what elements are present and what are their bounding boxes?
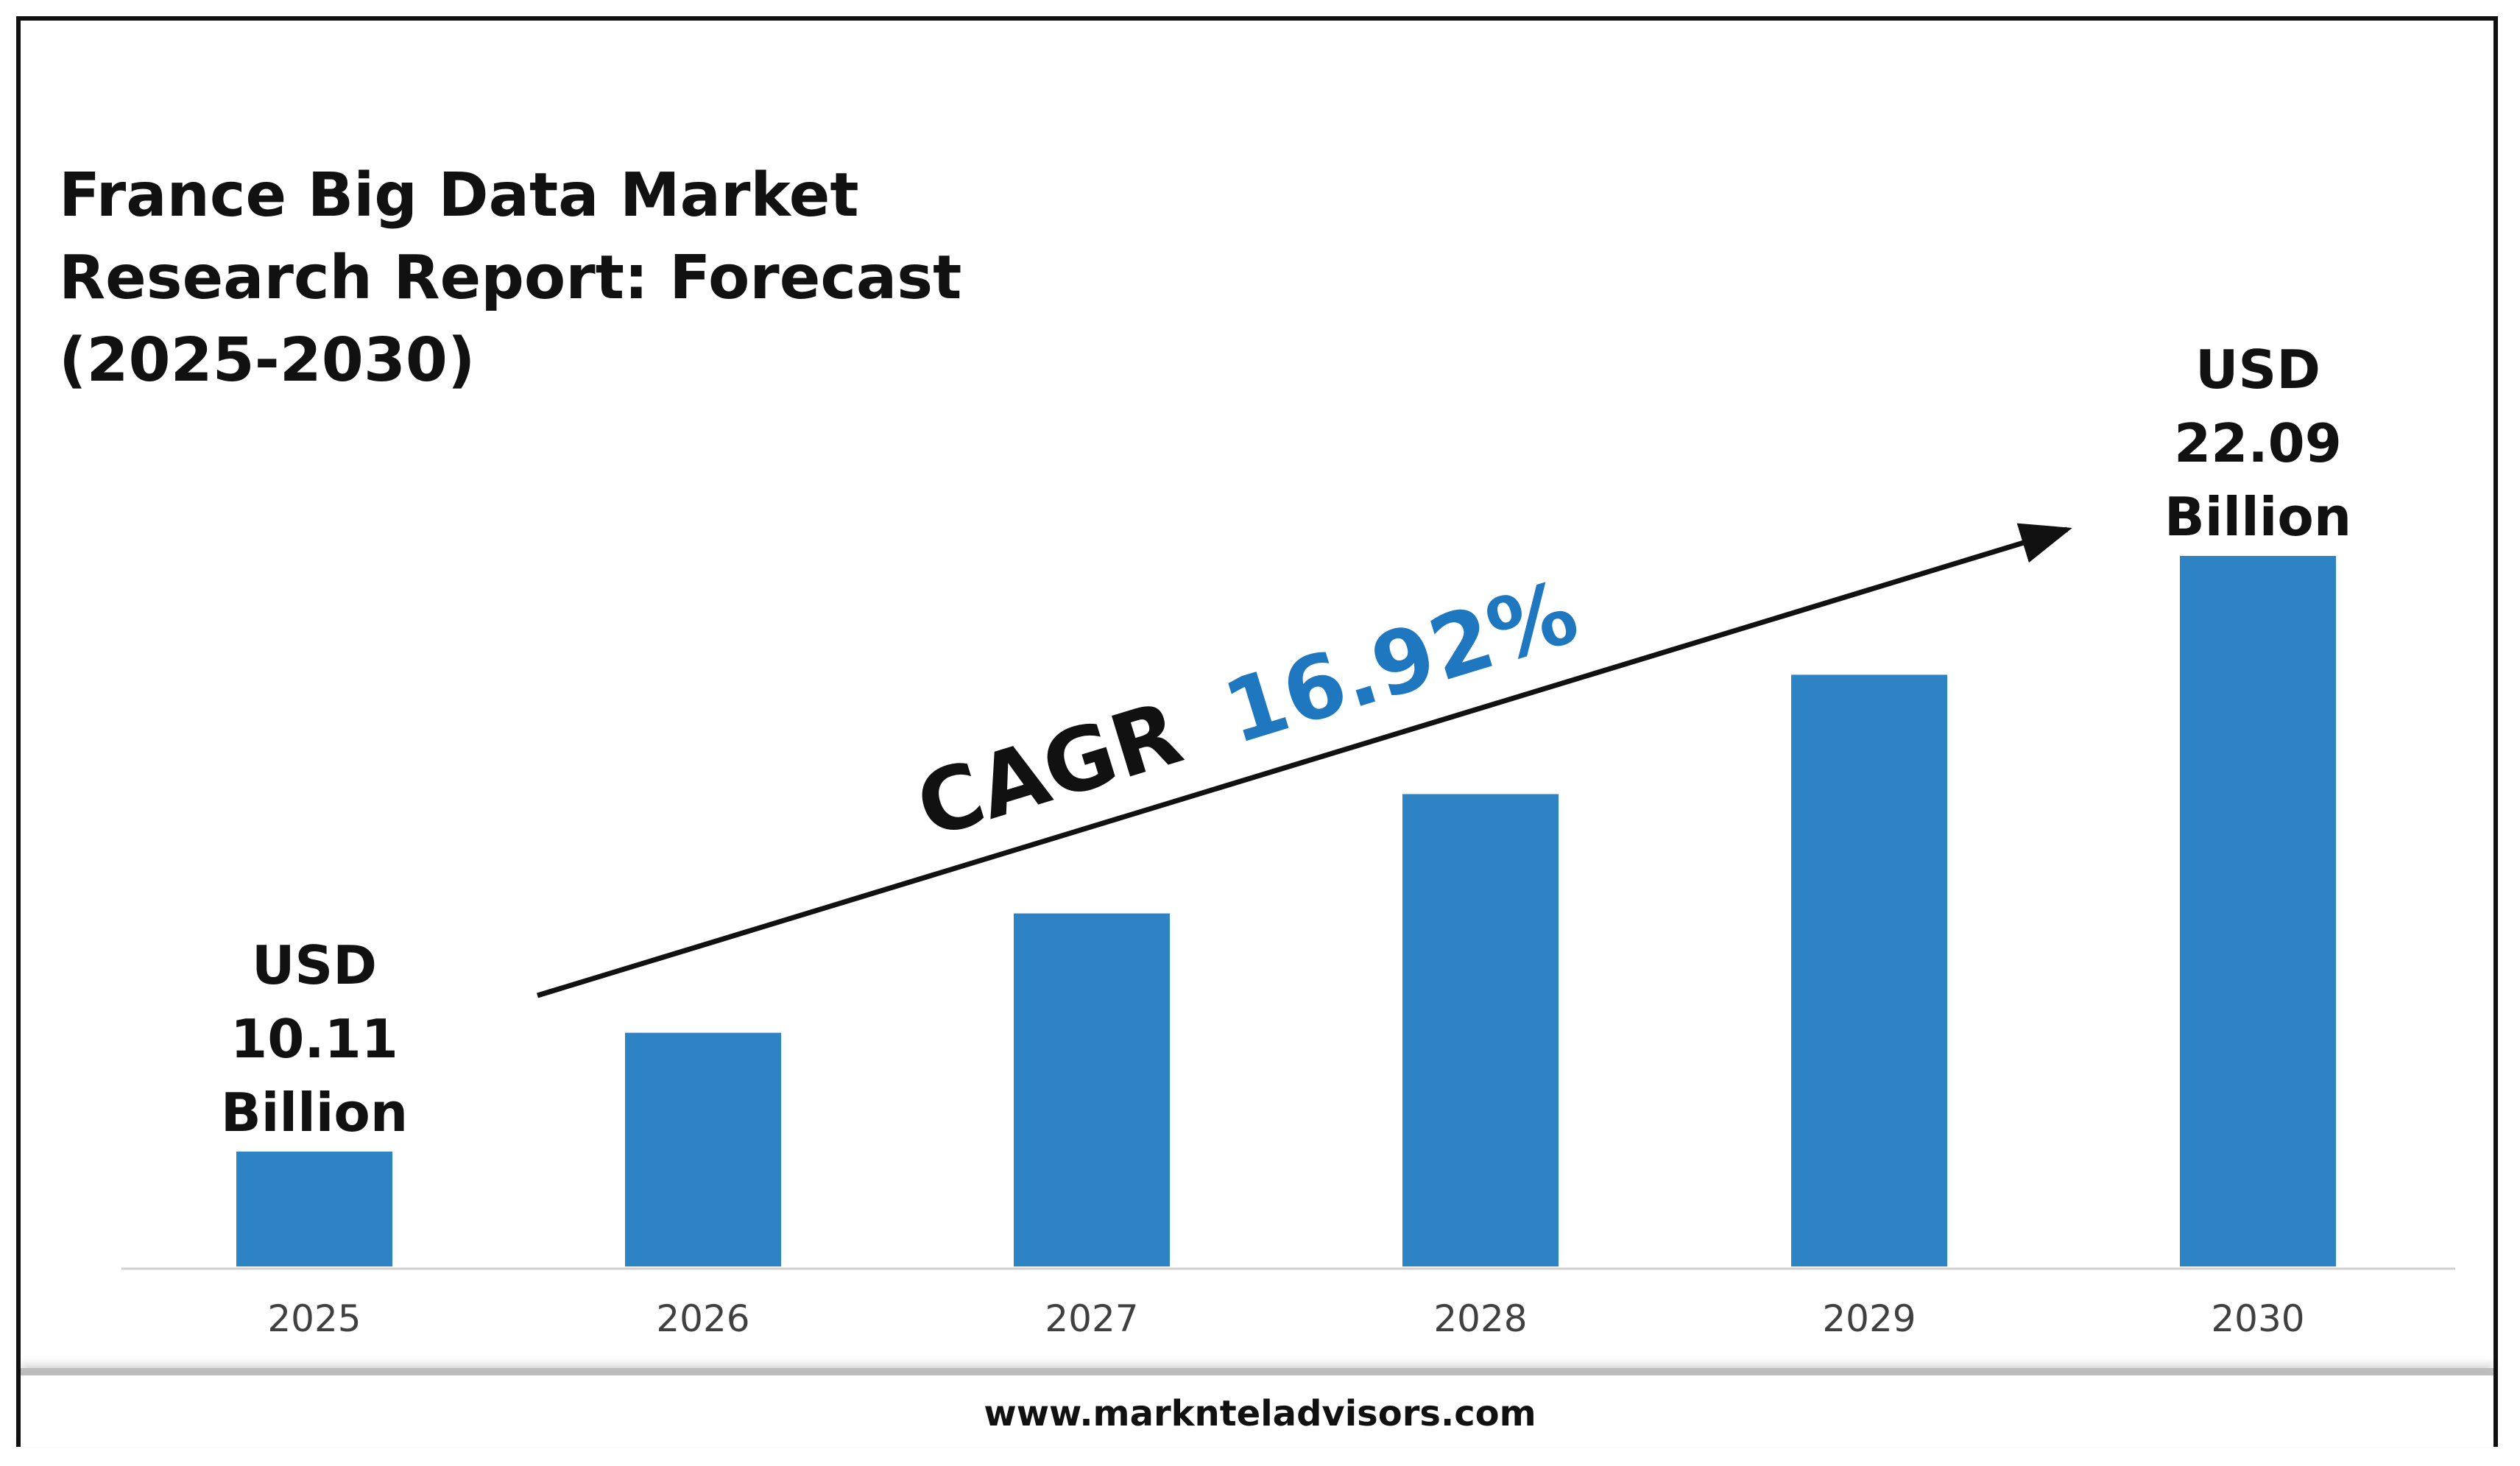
value-label-2030-line-1: USD <box>2195 339 2320 401</box>
x-tick-label-2026: 2026 <box>656 1297 749 1340</box>
x-tick-label-2030: 2030 <box>2211 1297 2304 1340</box>
trend-arrow <box>536 523 2072 998</box>
footer-band <box>21 1368 2493 1447</box>
bar-2030 <box>2180 556 2336 1266</box>
cagr-label: CAGR <box>906 682 1193 858</box>
bar-2027 <box>1014 913 1170 1266</box>
title-line-3: (2025-2030) <box>59 325 476 395</box>
chart-frame <box>16 16 2498 1447</box>
value-labels: USD 10.11 Billion USD 22.09 Billion <box>221 339 2351 1143</box>
x-axis-ticks: 2025 2026 2027 2028 2029 2030 <box>267 1297 2304 1340</box>
bar-2026 <box>625 1032 781 1266</box>
value-label-2030-line-3: Billion <box>2164 486 2351 548</box>
value-label-2025-line-2: 10.11 <box>230 1008 398 1070</box>
value-label-2025-line-3: Billion <box>221 1082 408 1143</box>
value-label-2025-line-1: USD <box>252 934 377 996</box>
bar-2028 <box>1402 794 1559 1266</box>
chart-title: France Big Data Market Research Report: … <box>59 155 1016 402</box>
bar-2029 <box>1791 674 1947 1266</box>
footer-url: www.marknteladvisors.com <box>984 1393 1536 1434</box>
value-label-2030-line-2: 22.09 <box>2174 412 2342 474</box>
x-tick-label-2025: 2025 <box>267 1297 361 1340</box>
title-line-2: Research Report: Forecast <box>59 243 962 313</box>
x-tick-label-2027: 2027 <box>1045 1297 1138 1340</box>
bar-2025 <box>236 1152 392 1266</box>
x-tick-label-2029: 2029 <box>1822 1297 1916 1340</box>
title-line-1: France Big Data Market <box>59 161 859 230</box>
bars <box>236 556 2336 1266</box>
x-tick-label-2028: 2028 <box>1433 1297 1527 1340</box>
